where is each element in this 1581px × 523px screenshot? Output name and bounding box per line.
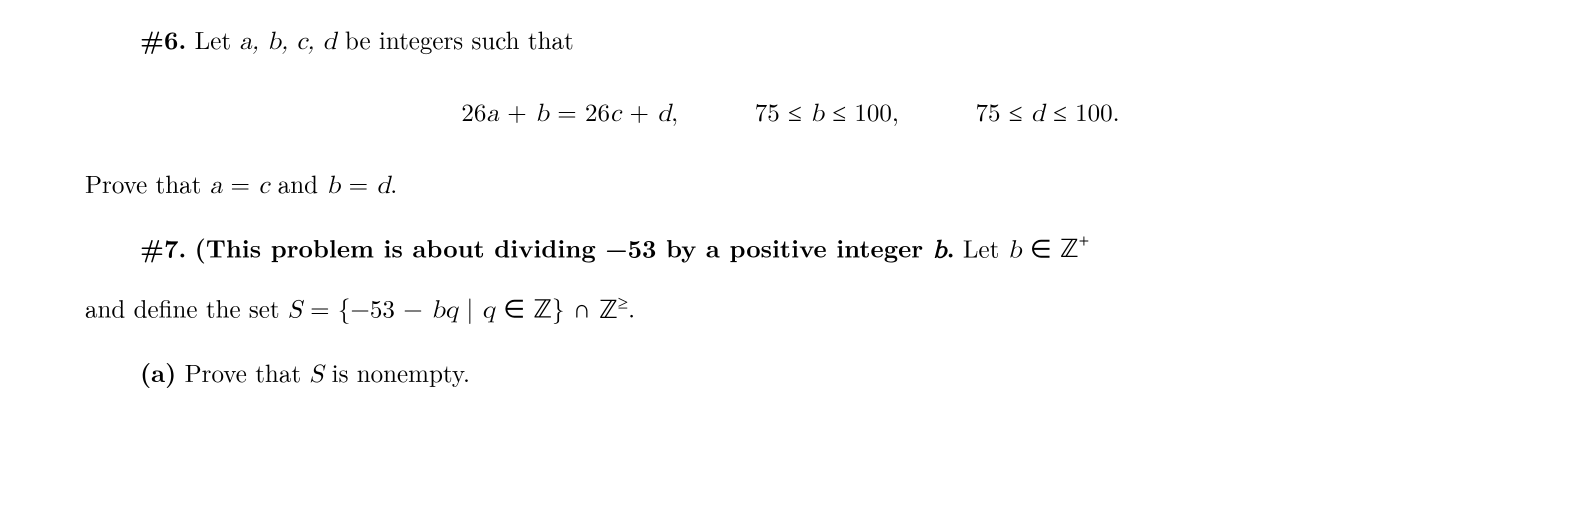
problem-7-bold-num: −53: [605, 230, 656, 265]
problem-6-label: #6.: [140, 22, 186, 57]
zplus-sup: +: [1079, 232, 1090, 253]
problem-6-conclusion: Prove that a = c and b = d.: [85, 164, 1496, 206]
set-Z2: ℤ≥: [599, 297, 628, 324]
set-end: .: [628, 291, 635, 326]
let-b: b: [1008, 237, 1022, 262]
problem-7-label: #7.: [140, 230, 186, 265]
problem-7-line1: #7. (This problem is about dividing −53 …: [85, 228, 1496, 270]
conclusion-eq1: a = c: [210, 173, 270, 198]
problem-6-text-1: Let: [195, 22, 240, 57]
set-in: ∈: [495, 291, 533, 326]
problem-7-line2: and define the set S = {−53 − bq | q ∈ ℤ…: [85, 288, 1496, 330]
problem-6-text-2: be integers such that: [337, 22, 574, 57]
eq-part1-lhs: 2626a + ba + b: [461, 101, 549, 126]
in-sym: ∈: [1022, 230, 1060, 265]
set-sup: ≥: [618, 292, 628, 313]
eq-part3: 75 ≤ d ≤ 100.: [975, 94, 1119, 129]
problem-6-intro: #6. Let a, b, c, d be integers such that: [85, 20, 1496, 62]
problem-6-vars: a, b, c, d: [239, 29, 336, 54]
conclusion-eq2: b = d: [326, 173, 390, 198]
set-Z: ℤ: [533, 297, 552, 324]
eq-part1-rhs: 26c + d,: [585, 101, 678, 126]
conclusion-text-1: Prove that: [85, 166, 210, 201]
part-a-text1: Prove that: [176, 355, 309, 390]
problem-7-part-a: (a) Prove that S is nonempty.: [85, 353, 1496, 395]
problem-7-bold-var: b: [933, 237, 947, 262]
set-S: S: [288, 298, 302, 323]
line2-a: and define the set: [85, 291, 288, 326]
conclusion-mid: and: [269, 166, 326, 201]
eq-part1-eq: =: [549, 94, 585, 129]
zplus: ℤ+: [1060, 236, 1089, 263]
set-mid: |: [458, 291, 482, 326]
problem-7-bold-2: by a positive integer: [656, 230, 932, 265]
problem-7-rest1: Let: [955, 230, 1008, 265]
problem-6-equation: 2626a + ba + b = 26c + d, 75 ≤ b ≤ 100, …: [85, 92, 1496, 134]
part-a-S: S: [309, 362, 323, 387]
set-brace: } ∩: [552, 291, 599, 326]
conclusion-end: .: [390, 166, 397, 201]
part-a-label: (a): [140, 355, 176, 390]
eq-part2: 75 ≤ b ≤ 100,: [755, 94, 899, 129]
set-q: q: [482, 298, 495, 323]
problem-7-bold-end: .: [947, 230, 955, 265]
problem-7-bold-1: (This problem is about dividing: [195, 230, 606, 265]
set-bq: bq: [431, 298, 458, 323]
part-a-text2: is nonempty.: [323, 355, 470, 390]
set-eq: = {−53 −: [302, 291, 431, 326]
